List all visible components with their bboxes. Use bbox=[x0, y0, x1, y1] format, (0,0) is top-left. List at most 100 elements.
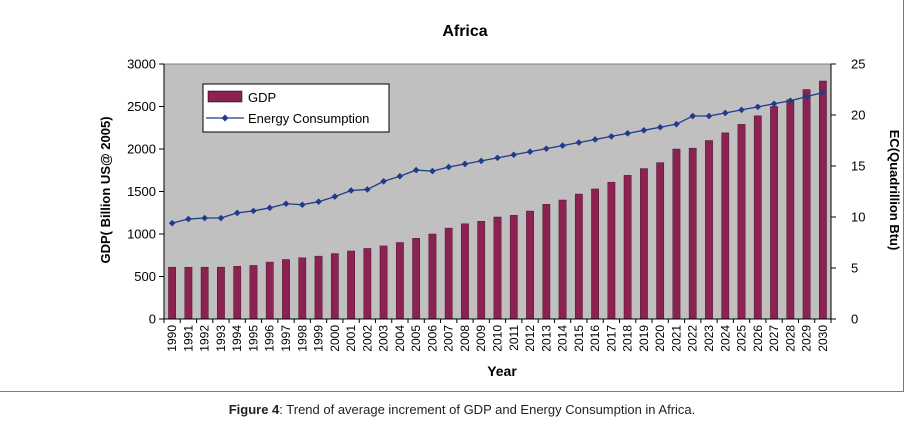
x-tick-label: 1992 bbox=[198, 325, 212, 352]
energy-point bbox=[168, 219, 176, 227]
caption-label: Figure 4 bbox=[228, 402, 280, 417]
right-tick-label: 10 bbox=[851, 210, 865, 225]
energy-point bbox=[185, 215, 192, 223]
x-tick-label: 2009 bbox=[474, 325, 488, 352]
energy-point bbox=[331, 193, 339, 200]
y2-axis-label: EC(Quadrillion Btu) bbox=[887, 130, 902, 251]
x-tick-label: 2006 bbox=[425, 325, 439, 352]
right-tick-label: 0 bbox=[851, 312, 858, 327]
gdp-bar bbox=[770, 106, 778, 320]
gdp-bar bbox=[542, 204, 551, 320]
x-axis-label: Year bbox=[487, 363, 517, 379]
gdp-bar bbox=[363, 248, 372, 320]
gdp-bar bbox=[347, 250, 355, 320]
x-tick-label: 2021 bbox=[669, 325, 683, 352]
left-axis: 0 500 1000 1500 2000 2500 3000 bbox=[127, 57, 165, 327]
legend-swatch-gdp bbox=[207, 90, 243, 103]
x-axis: 1990 1991 1992 1993 1994 1995 1996 1997 1998 1999… bbox=[163, 318, 832, 352]
x-tick-label: 2003 bbox=[377, 325, 391, 352]
energy-point bbox=[754, 103, 762, 111]
energy-point bbox=[494, 154, 501, 162]
gdp-bar bbox=[396, 242, 404, 320]
right-axis: 0 5 10 15 20 25 bbox=[830, 57, 865, 327]
x-tick-label: 1996 bbox=[263, 325, 277, 352]
x-tick-label: 2001 bbox=[344, 325, 358, 352]
energy-point bbox=[705, 112, 713, 120]
energy-point bbox=[412, 166, 420, 174]
right-tick-label: 5 bbox=[851, 261, 858, 276]
legend: GDP Energy Consumption bbox=[202, 83, 390, 133]
x-tick-label: 2008 bbox=[458, 325, 472, 352]
gdp-bar bbox=[461, 223, 469, 320]
gdp-bar bbox=[249, 265, 258, 320]
x-tick-label: 2007 bbox=[442, 325, 456, 352]
gdp-bar bbox=[493, 216, 502, 320]
gdp-bar bbox=[591, 188, 599, 320]
right-tick-label: 25 bbox=[851, 57, 865, 72]
x-tick-label: 2030 bbox=[816, 325, 830, 352]
energy-point bbox=[461, 160, 469, 168]
x-tick-label: 2019 bbox=[637, 325, 651, 352]
gdp-bar bbox=[819, 80, 827, 320]
x-tick-label: 2023 bbox=[702, 325, 716, 352]
energy-point bbox=[429, 167, 436, 175]
x-tick-label: 1990 bbox=[165, 325, 179, 352]
x-tick-label: 2028 bbox=[783, 325, 797, 352]
energy-point bbox=[364, 186, 371, 193]
energy-point bbox=[770, 100, 778, 108]
gdp-bar bbox=[737, 124, 746, 320]
gdp-bar bbox=[265, 261, 274, 320]
energy-point bbox=[624, 130, 631, 137]
left-tick-label: 2000 bbox=[127, 142, 156, 157]
energy-point bbox=[380, 178, 387, 185]
gdp-bar bbox=[526, 210, 534, 320]
energy-point bbox=[656, 123, 664, 131]
energy-point bbox=[543, 145, 550, 152]
gdp-bar bbox=[444, 227, 453, 320]
gdp-bar bbox=[705, 140, 713, 320]
left-tick-label: 500 bbox=[134, 269, 156, 284]
gdp-bar bbox=[477, 221, 486, 320]
x-tick-label: 2002 bbox=[360, 325, 374, 352]
energy-point bbox=[721, 109, 729, 117]
energy-point bbox=[510, 151, 518, 159]
gdp-bar bbox=[282, 259, 290, 320]
energy-point bbox=[201, 214, 208, 222]
energy-point bbox=[315, 198, 322, 205]
energy-point bbox=[298, 201, 306, 209]
x-tick-label: 2005 bbox=[409, 325, 423, 352]
energy-point bbox=[787, 97, 794, 105]
left-tick-label: 2500 bbox=[127, 99, 156, 114]
gdp-bar bbox=[802, 89, 811, 320]
energy-point bbox=[559, 142, 566, 149]
left-tick-label: 1500 bbox=[127, 184, 156, 199]
x-tick-label: 2000 bbox=[328, 325, 342, 352]
combo-chart: Africa 0 500 1000 1500 2000 2500 3000 0 5 10 15 20… bbox=[98, 23, 902, 379]
x-tick-label: 2004 bbox=[393, 325, 407, 352]
energy-point bbox=[445, 163, 452, 171]
x-tick-label: 2010 bbox=[491, 325, 505, 352]
gdp-bar bbox=[412, 238, 421, 320]
x-tick-label: 1997 bbox=[279, 325, 293, 352]
x-tick-label: 2016 bbox=[588, 325, 602, 352]
energy-point bbox=[640, 127, 648, 134]
energy-point bbox=[347, 187, 355, 194]
energy-point bbox=[803, 93, 810, 100]
gdp-bars bbox=[168, 80, 827, 320]
gdp-bar bbox=[298, 257, 307, 320]
gdp-bar bbox=[379, 245, 388, 320]
legend-label-gdp: GDP bbox=[248, 90, 276, 105]
caption-text: : Trend of average increment of GDP and … bbox=[279, 402, 696, 417]
gdp-bar bbox=[753, 115, 762, 320]
gdp-bar bbox=[428, 233, 437, 320]
x-tick-label: 2024 bbox=[718, 325, 732, 352]
gdp-bar bbox=[558, 199, 567, 320]
gdp-bar bbox=[688, 147, 697, 320]
gdp-bar bbox=[330, 253, 339, 320]
energy-line-layer bbox=[168, 89, 827, 227]
x-tick-label: 2017 bbox=[604, 325, 618, 352]
energy-point bbox=[396, 172, 404, 180]
legend-label-energy: Energy Consumption bbox=[248, 111, 369, 126]
x-tick-label: 2018 bbox=[621, 325, 635, 352]
left-tick-label: 0 bbox=[149, 312, 156, 327]
